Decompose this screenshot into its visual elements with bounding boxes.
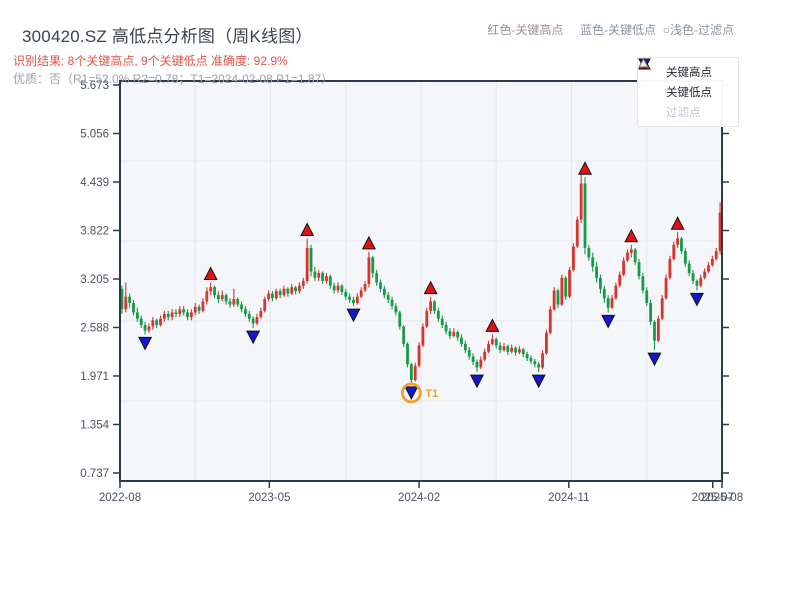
recognition-result-text: 识别结果: 8个关键高点, 9个关键低点 准确度: 92.9% xyxy=(13,54,288,68)
legend-label: 关键高点 xyxy=(666,67,712,79)
svg-text:1.971: 1.971 xyxy=(80,371,109,383)
svg-text:2025-08: 2025-08 xyxy=(701,492,743,504)
svg-text:2025-07: 2025-07 xyxy=(692,492,734,504)
svg-text:T1: T1 xyxy=(425,388,438,400)
legend-label: 过滤点 xyxy=(666,107,701,119)
color-key-note: 红色-关键高点 蓝色-关键低点 ○浅色-过滤点 xyxy=(487,21,734,38)
note-gap xyxy=(656,21,663,38)
svg-text:5.056: 5.056 xyxy=(80,129,109,141)
svg-text:1.354: 1.354 xyxy=(80,419,109,431)
svg-text:0.737: 0.737 xyxy=(80,468,109,480)
svg-text:2022-08: 2022-08 xyxy=(99,492,141,504)
legend-item-filter: 过滤点 xyxy=(638,58,738,122)
note-key-high: 红色-关键高点 xyxy=(487,23,564,37)
svg-text:2024-02: 2024-02 xyxy=(398,492,440,504)
svg-text:5.673: 5.673 xyxy=(80,80,109,92)
legend-item-key-high: 关键高点 xyxy=(638,58,738,82)
quality-text: 优质：否（R1=52.0% R2=0.78；T1=2024-02-08 P1=1… xyxy=(13,72,334,86)
legend-label: 关键低点 xyxy=(666,87,712,99)
note-filter-point: ○浅色-过滤点 xyxy=(662,23,734,37)
svg-text:2023-05: 2023-05 xyxy=(248,492,290,504)
svg-text:2.588: 2.588 xyxy=(80,322,109,334)
svg-text:3.205: 3.205 xyxy=(80,274,109,286)
note-key-low: 蓝色-关键低点 xyxy=(580,23,657,37)
svg-text:4.439: 4.439 xyxy=(80,177,109,189)
legend-item-key-low: 关键低点 xyxy=(638,58,738,102)
page-title: 300420.SZ 高低点分析图（周K线图） xyxy=(22,27,313,46)
chart-legend: 关键高点 关键低点 过滤点 xyxy=(637,57,739,127)
svg-text:3.822: 3.822 xyxy=(80,225,109,237)
svg-text:2024-11: 2024-11 xyxy=(548,492,589,504)
note-gap xyxy=(563,21,580,38)
